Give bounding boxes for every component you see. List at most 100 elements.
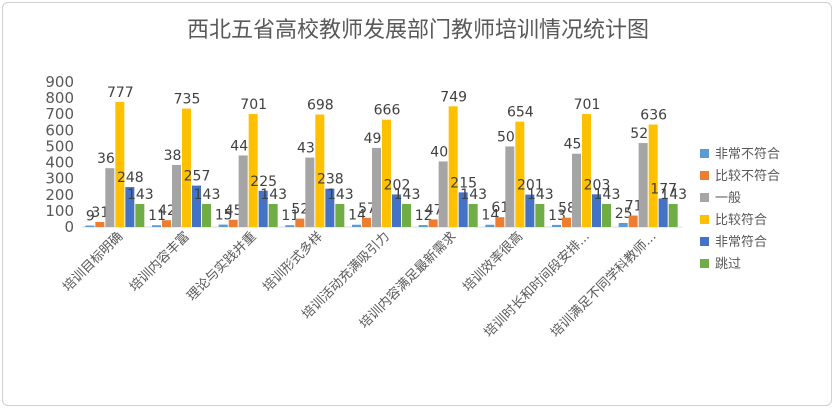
bar bbox=[125, 187, 135, 227]
data-label: 777 bbox=[107, 85, 134, 101]
y-tick-label: 300 bbox=[45, 170, 74, 188]
bar bbox=[268, 203, 278, 227]
bar bbox=[305, 157, 315, 227]
legend-label: 非常符合 bbox=[715, 234, 767, 250]
data-label: 47 bbox=[425, 202, 443, 218]
data-label: 202 bbox=[384, 177, 411, 193]
bar bbox=[335, 203, 345, 227]
bar bbox=[315, 114, 325, 227]
data-label: 143 bbox=[327, 187, 354, 203]
bar bbox=[618, 222, 628, 227]
data-label: 735 bbox=[174, 92, 201, 108]
data-label: 45 bbox=[225, 203, 243, 219]
bar bbox=[572, 153, 581, 227]
bar bbox=[258, 190, 268, 227]
data-label: 203 bbox=[584, 177, 611, 193]
legend-label: 一般 bbox=[715, 190, 741, 206]
data-label: 177 bbox=[650, 181, 677, 197]
bar bbox=[392, 194, 401, 227]
data-label: 71 bbox=[625, 199, 643, 215]
data-label: 14 bbox=[481, 208, 499, 224]
data-label: 143 bbox=[660, 187, 687, 203]
data-label: 143 bbox=[194, 187, 221, 203]
bar bbox=[352, 224, 361, 227]
chart-title: 西北五省高校教师发展部门教师培训情况统计图 bbox=[186, 18, 649, 43]
data-label: 14 bbox=[348, 208, 366, 224]
bar bbox=[495, 217, 505, 227]
data-label: 61 bbox=[491, 200, 509, 216]
bar bbox=[182, 108, 191, 227]
data-label: 11 bbox=[148, 208, 166, 224]
category-label: 培训满足不同学科教师... bbox=[547, 229, 659, 341]
data-label: 143 bbox=[527, 187, 554, 203]
bar bbox=[525, 194, 535, 227]
bar bbox=[648, 124, 658, 227]
bar bbox=[372, 147, 381, 227]
data-label: 225 bbox=[250, 174, 277, 190]
y-tick-label: 0 bbox=[64, 218, 74, 236]
legend-swatch bbox=[700, 171, 709, 180]
y-tick-label: 400 bbox=[45, 154, 74, 172]
data-label: 42 bbox=[158, 203, 176, 219]
bar bbox=[485, 224, 495, 227]
bar bbox=[505, 146, 515, 227]
bar bbox=[448, 106, 458, 227]
data-label: 698 bbox=[307, 98, 334, 114]
data-label: 701 bbox=[240, 97, 267, 113]
bar bbox=[402, 203, 411, 227]
data-label: 654 bbox=[507, 105, 534, 121]
legend-swatch bbox=[700, 215, 709, 224]
data-label: 13 bbox=[548, 208, 566, 224]
bar bbox=[248, 114, 258, 227]
bar bbox=[515, 121, 525, 227]
bar bbox=[172, 164, 181, 227]
bar bbox=[458, 192, 468, 227]
y-tick-label: 200 bbox=[45, 186, 74, 204]
bar bbox=[582, 114, 591, 227]
bar bbox=[202, 203, 211, 227]
data-label: 143 bbox=[594, 187, 621, 203]
y-tick-label: 600 bbox=[45, 121, 74, 139]
bar bbox=[552, 224, 561, 227]
bar bbox=[638, 143, 648, 227]
data-label: 25 bbox=[615, 206, 633, 222]
bar bbox=[285, 225, 295, 227]
data-label: 749 bbox=[440, 89, 467, 105]
bar bbox=[152, 225, 161, 227]
data-label: 257 bbox=[184, 169, 211, 185]
bar bbox=[85, 225, 95, 227]
bar bbox=[602, 203, 611, 227]
legend-label: 非常不符合 bbox=[715, 146, 780, 162]
bar bbox=[428, 219, 438, 227]
bar bbox=[218, 224, 228, 227]
legend-swatch bbox=[700, 149, 709, 158]
bar bbox=[115, 101, 125, 227]
category-label: 理论与实践并重 bbox=[184, 229, 260, 305]
category-label: 培训形式多样 bbox=[260, 229, 326, 295]
data-label: 666 bbox=[374, 103, 401, 119]
bar bbox=[238, 155, 248, 227]
bar bbox=[325, 188, 335, 227]
bar bbox=[162, 220, 171, 227]
y-tick-label: 500 bbox=[45, 137, 74, 155]
y-tick-label: 700 bbox=[45, 105, 74, 123]
legend-label: 比较符合 bbox=[715, 212, 767, 228]
bar bbox=[658, 198, 668, 227]
bar bbox=[105, 168, 115, 227]
bar bbox=[628, 215, 638, 227]
data-label: 15 bbox=[215, 208, 233, 224]
data-label: 143 bbox=[260, 187, 287, 203]
bar bbox=[135, 203, 145, 227]
data-label: 143 bbox=[394, 187, 421, 203]
legend-label: 比较不符合 bbox=[715, 168, 780, 184]
data-label: 701 bbox=[574, 97, 601, 113]
y-tick-label: 900 bbox=[45, 73, 74, 91]
bar bbox=[535, 203, 545, 227]
bar bbox=[468, 203, 478, 227]
legend-swatch bbox=[700, 193, 709, 202]
bar bbox=[562, 217, 571, 227]
data-label: 201 bbox=[517, 178, 544, 194]
category-label: 培训时长和时间段安排... bbox=[481, 229, 593, 341]
data-label: 636 bbox=[640, 108, 667, 124]
bar bbox=[668, 203, 678, 227]
